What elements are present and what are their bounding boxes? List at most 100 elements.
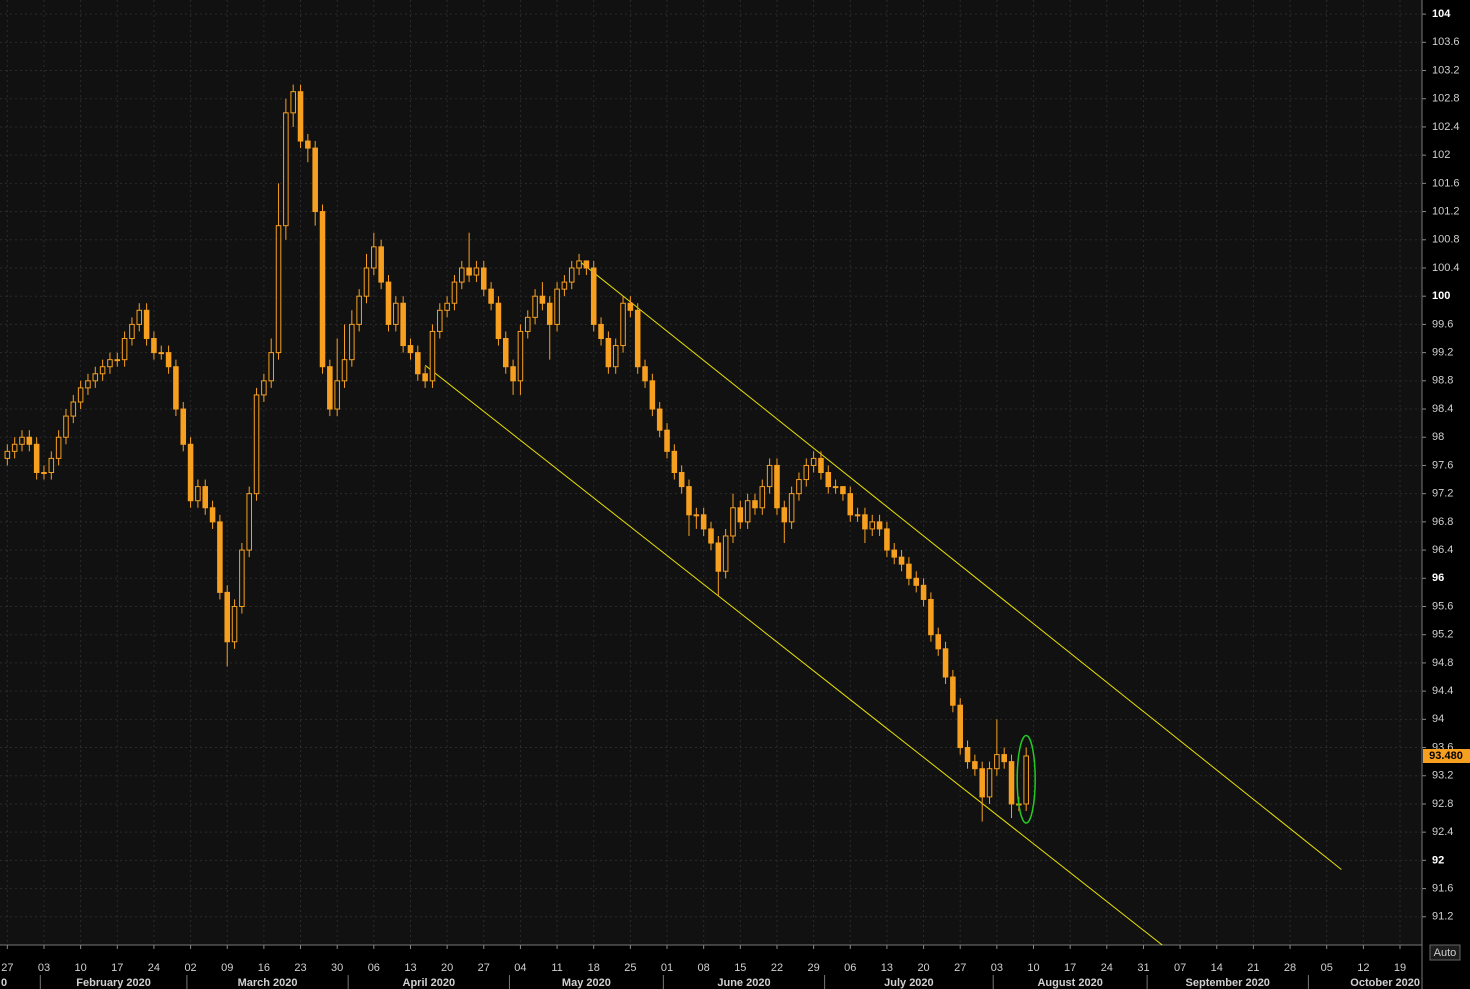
candle-body: [598, 323, 604, 340]
candle-body: [634, 309, 641, 368]
candle-body: [495, 302, 502, 340]
last-price-box: [1423, 749, 1470, 763]
candle-body: [810, 457, 817, 466]
candle-body: [678, 472, 685, 488]
candle-body: [63, 415, 69, 438]
x-tick-label: 22: [771, 962, 783, 974]
x-tick-label: 06: [844, 962, 856, 974]
x-tick-label: 19: [1394, 962, 1406, 974]
x-tick-label: 17: [111, 962, 123, 974]
y-tick-label: 94: [1432, 713, 1444, 725]
candle-body: [283, 112, 289, 227]
candle-body: [246, 493, 252, 551]
candle-body: [217, 521, 223, 593]
candle-body: [818, 457, 824, 473]
candle-body: [891, 549, 898, 558]
candle-body: [451, 281, 458, 304]
candle-body: [312, 147, 318, 213]
candle-body: [4, 450, 11, 459]
x-tick-label: 27: [1, 962, 13, 974]
candle-body: [26, 436, 33, 445]
highlight-ellipse: [1016, 734, 1036, 824]
x-tick-label: 13: [404, 962, 416, 974]
x-tick-label: 21: [1247, 962, 1259, 974]
candle-body: [876, 521, 883, 530]
candle-body: [77, 387, 84, 403]
y-tick-label: 98.4: [1432, 403, 1453, 415]
month-label: August 2020: [1037, 977, 1102, 989]
candle-body: [422, 373, 428, 382]
last-price-label: 93.480: [1429, 750, 1463, 762]
x-tick-label: 02: [184, 962, 196, 974]
y-tick-label: 91.2: [1432, 911, 1453, 923]
candle-body: [327, 366, 333, 410]
candle-body: [612, 345, 619, 368]
candle-body: [385, 281, 392, 325]
candle-body: [693, 514, 700, 517]
y-tick-label: 97.2: [1432, 488, 1453, 500]
candle-body: [796, 479, 802, 495]
candle-body: [590, 267, 597, 325]
y-tick-label: 101.6: [1432, 177, 1460, 189]
candle-body: [554, 288, 560, 325]
candle-body: [209, 507, 216, 523]
y-tick-label: 98: [1432, 431, 1444, 443]
month-label: 0: [1, 977, 7, 989]
x-tick-label: 03: [991, 962, 1003, 974]
candle-body: [1023, 755, 1029, 805]
candle-body: [517, 330, 524, 382]
candle-body: [708, 528, 714, 544]
y-tick-label: 102.4: [1432, 121, 1460, 133]
x-tick-label: 23: [294, 962, 306, 974]
candle-body: [275, 225, 282, 354]
candle-body: [686, 486, 692, 516]
x-tick-label: 06: [368, 962, 380, 974]
candle-body: [158, 352, 165, 355]
candle-body: [393, 302, 399, 325]
candle-body: [744, 500, 751, 523]
y-tick-label: 96.8: [1432, 516, 1453, 528]
candle-body: [55, 436, 62, 459]
candle-body: [41, 472, 47, 474]
candle-body: [165, 352, 172, 368]
y-tick-label: 95.2: [1432, 629, 1453, 641]
candle-body: [407, 345, 414, 354]
candle-body: [913, 577, 920, 586]
y-tick-label: 103.6: [1432, 36, 1460, 48]
candle-body: [305, 140, 311, 149]
auto-button-label[interactable]: Auto: [1434, 947, 1457, 959]
candle-body: [854, 514, 861, 517]
auto-button[interactable]: Auto: [1429, 944, 1461, 961]
grid: [0, 0, 1422, 945]
x-tick-label: 01: [661, 962, 673, 974]
month-label: February 2020: [76, 977, 151, 989]
y-tick-label: 102.8: [1432, 93, 1460, 105]
auto-button-frame[interactable]: [1429, 944, 1461, 961]
candle-body: [136, 309, 143, 325]
candle-body: [561, 281, 568, 290]
x-tick-label: 11: [551, 962, 562, 974]
candle-body: [869, 521, 876, 530]
candle-body: [400, 302, 406, 347]
candle-body: [378, 246, 384, 283]
y-tick-label: 94.8: [1432, 657, 1453, 669]
x-tick-label: 07: [1174, 962, 1186, 974]
candle-body: [700, 514, 707, 530]
candle-body: [664, 429, 670, 452]
candle-body: [11, 443, 18, 452]
y-tick-label: 100.4: [1432, 262, 1460, 274]
plot-background: [0, 0, 1422, 945]
candle-body: [173, 366, 179, 410]
candle-body: [334, 380, 340, 410]
candle-body: [253, 394, 260, 495]
y-tick-label: 94.4: [1432, 685, 1453, 697]
candle-body: [261, 380, 267, 396]
x-tick-label: 18: [588, 962, 600, 974]
month-label: July 2020: [884, 977, 934, 989]
y-tick-label: 100: [1432, 290, 1450, 302]
candle-body: [297, 91, 304, 142]
x-tick-label: 09: [221, 962, 233, 974]
x-axis-background: [0, 945, 1422, 989]
x-tick-label: 20: [441, 962, 453, 974]
candle-body: [928, 598, 934, 636]
